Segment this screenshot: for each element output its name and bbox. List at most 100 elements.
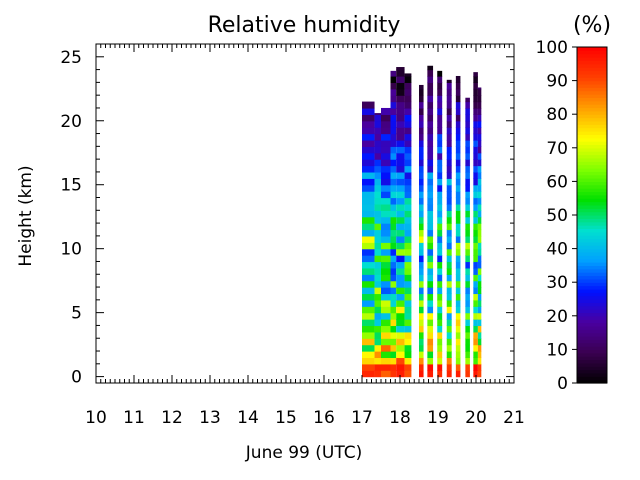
colorbar-swatch bbox=[577, 141, 607, 146]
colorbar-swatch bbox=[577, 302, 607, 307]
heatmap-cell bbox=[404, 75, 412, 83]
heatmap-cell bbox=[381, 235, 391, 243]
heatmap-cell bbox=[390, 287, 397, 295]
heatmap-cell bbox=[419, 107, 424, 115]
heatmap-cell bbox=[396, 178, 405, 186]
heatmap-cell bbox=[396, 120, 405, 128]
heatmap-cell bbox=[455, 344, 461, 352]
heatmap-cell bbox=[473, 114, 478, 122]
heatmap-cell bbox=[374, 319, 381, 327]
heatmap-cell bbox=[419, 248, 424, 256]
heatmap-cell bbox=[362, 261, 375, 269]
y-tick-label: 20 bbox=[60, 112, 82, 132]
heatmap-cell bbox=[396, 197, 405, 205]
heatmap-cell bbox=[404, 178, 412, 186]
heatmap-cell bbox=[404, 293, 412, 301]
heatmap-cell bbox=[427, 344, 434, 352]
heatmap-cell bbox=[465, 255, 470, 263]
heatmap-cell bbox=[396, 159, 405, 167]
colorbar-tick-label: 0 bbox=[557, 374, 568, 394]
heatmap-cell bbox=[473, 88, 478, 96]
heatmap-cell bbox=[477, 178, 482, 186]
heatmap-cell bbox=[465, 97, 470, 103]
colorbar-swatch bbox=[577, 154, 607, 159]
heatmap-cell bbox=[404, 223, 412, 231]
heatmap-cell bbox=[427, 133, 434, 141]
heatmap-cell bbox=[390, 306, 397, 314]
heatmap-cell bbox=[374, 210, 381, 218]
heatmap-cell bbox=[396, 267, 405, 275]
colorbar-swatch bbox=[577, 184, 607, 189]
heatmap-cell bbox=[477, 120, 482, 128]
heatmap-cell bbox=[396, 139, 405, 147]
heatmap-cell bbox=[390, 242, 397, 250]
colorbar-swatch bbox=[577, 255, 607, 260]
colorbar-swatch bbox=[577, 339, 607, 344]
colorbar-tick-label: 80 bbox=[546, 105, 568, 125]
heatmap-cell bbox=[390, 351, 397, 359]
colorbar-swatch bbox=[577, 90, 607, 95]
heatmap-cell bbox=[419, 139, 424, 147]
heatmap-cell bbox=[473, 139, 478, 147]
heatmap-cell bbox=[437, 280, 443, 288]
heatmap-cell bbox=[396, 75, 405, 83]
heatmap-cell bbox=[396, 82, 405, 90]
colorbar-swatch bbox=[577, 362, 607, 367]
heatmap-cell bbox=[396, 344, 405, 352]
heatmap-cell bbox=[427, 95, 434, 103]
heatmap-cell bbox=[437, 319, 443, 327]
heatmap-cell bbox=[381, 127, 391, 135]
heatmap-cell bbox=[396, 306, 405, 314]
heatmap-cell bbox=[465, 242, 470, 250]
heatmap-cell bbox=[381, 133, 391, 141]
heatmap-cell bbox=[374, 235, 381, 243]
heatmap-cell bbox=[419, 184, 424, 192]
heatmap-cell bbox=[455, 127, 461, 135]
colorbar-swatch bbox=[577, 63, 607, 68]
heatmap-cell bbox=[419, 191, 424, 199]
heatmap-cell bbox=[473, 242, 478, 250]
heatmap-cell bbox=[404, 120, 412, 128]
heatmap-cell bbox=[446, 338, 452, 346]
heatmap-cell bbox=[465, 370, 470, 378]
heatmap-cell bbox=[446, 171, 452, 179]
heatmap-cell bbox=[404, 133, 412, 141]
heatmap-cell bbox=[477, 229, 482, 237]
heatmap-cell bbox=[427, 293, 434, 301]
heatmap-cell bbox=[362, 114, 375, 122]
colorbar-swatch bbox=[577, 164, 607, 169]
heatmap-cell bbox=[419, 338, 424, 346]
heatmap-cell bbox=[404, 191, 412, 199]
heatmap-cell bbox=[473, 319, 478, 327]
heatmap-cell bbox=[419, 178, 424, 186]
y-tick-label: 25 bbox=[60, 48, 82, 68]
heatmap-cell bbox=[455, 280, 461, 288]
heatmap-cell bbox=[374, 331, 381, 339]
colorbar-tick-label: 10 bbox=[546, 340, 568, 360]
heatmap-cell bbox=[396, 203, 405, 211]
heatmap-cell bbox=[396, 171, 405, 179]
colorbar-swatch bbox=[577, 144, 607, 149]
heatmap-cell bbox=[374, 191, 381, 199]
heatmap-cell bbox=[477, 114, 482, 122]
heatmap-cell bbox=[396, 127, 405, 135]
heatmap-cell bbox=[381, 171, 391, 179]
heatmap-cell bbox=[381, 114, 391, 122]
heatmap-cell bbox=[477, 267, 482, 275]
heatmap-cell bbox=[465, 114, 470, 122]
heatmap-cell bbox=[477, 88, 482, 96]
heatmap-cell bbox=[396, 107, 405, 115]
heatmap-cell bbox=[374, 120, 381, 128]
heatmap-cell bbox=[404, 107, 412, 115]
heatmap-cell bbox=[390, 95, 397, 103]
heatmap-cell bbox=[419, 203, 424, 211]
heatmap-cell bbox=[455, 267, 461, 275]
heatmap-cell bbox=[437, 306, 443, 314]
heatmap-cell bbox=[419, 344, 424, 352]
heatmap-cell bbox=[396, 255, 405, 263]
heatmap-cell bbox=[465, 159, 470, 167]
heatmap-cell bbox=[477, 87, 482, 90]
profile-column bbox=[396, 67, 405, 378]
heatmap-cell bbox=[437, 357, 443, 365]
profile-column bbox=[374, 113, 381, 378]
